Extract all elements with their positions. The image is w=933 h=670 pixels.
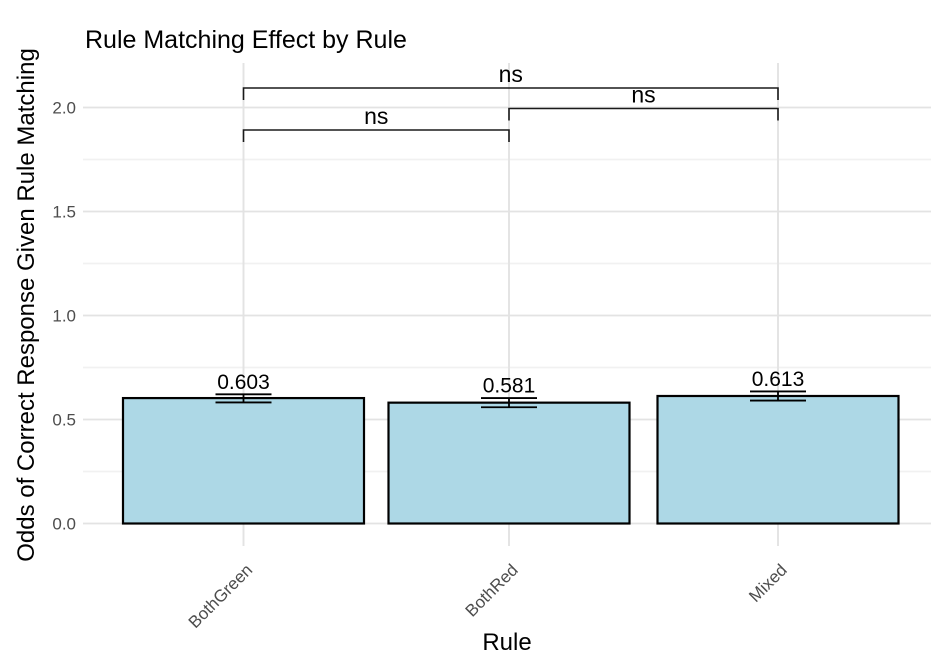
bar-value-label: 0.603 — [217, 371, 270, 394]
bar-bothred — [387, 401, 631, 525]
y-axis-title: Odds of Correct Response Given Rule Matc… — [13, 48, 40, 562]
significance-label: ns — [631, 82, 655, 108]
y-tick-label: 2.0 — [52, 99, 76, 118]
y-tick-label: 1.0 — [52, 307, 76, 326]
significance-label: ns — [364, 103, 388, 129]
bar-mixed — [656, 394, 900, 525]
y-axis-tick-labels: 0.0 0.5 1.0 1.5 2.0 — [52, 99, 76, 534]
significance-label: ns — [499, 61, 523, 87]
bar-value-label: 0.613 — [752, 368, 805, 391]
x-axis-title: Rule — [482, 629, 531, 656]
bracket-bothgreen-bothred — [242, 129, 510, 142]
y-tick-label: 1.5 — [52, 203, 76, 222]
chart-title: Rule Matching Effect by Rule — [85, 26, 407, 54]
bar-value-labels: 0.603 0.581 0.613 — [217, 368, 804, 398]
bars — [121, 394, 900, 525]
bar-bothgreen — [121, 396, 366, 525]
error-bars — [215, 390, 806, 409]
significance-brackets: ns ns ns — [242, 61, 779, 142]
y-tick-label: 0.0 — [52, 515, 76, 534]
bracket-bothred-mixed — [508, 107, 779, 121]
x-axis-category-labels: BothGreen BothRed Mixed — [185, 560, 791, 632]
x-tick-label-mixed: Mixed — [745, 560, 791, 606]
x-tick-label-bothgreen: BothGreen — [185, 560, 257, 632]
bar-value-label: 0.581 — [483, 375, 536, 398]
y-tick-label: 0.5 — [52, 411, 76, 430]
bracket-bothgreen-mixed — [242, 87, 779, 100]
x-tick-label-bothred: BothRed — [462, 560, 522, 620]
